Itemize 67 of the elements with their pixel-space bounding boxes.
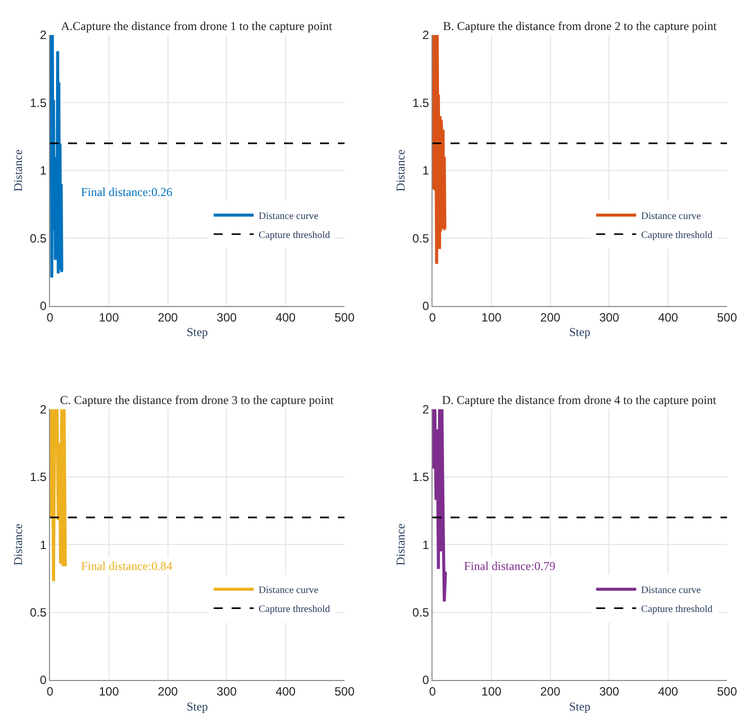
x-tick-label: 100 <box>481 684 502 698</box>
legend-label: Capture threshold <box>641 604 713 616</box>
legend-label: Capture threshold <box>258 230 330 242</box>
y-tick-label: 1 <box>40 164 47 178</box>
line-series <box>50 409 67 583</box>
y-tick-label: 1.5 <box>412 470 430 484</box>
legend-label: Distance curve <box>641 585 702 596</box>
x-tick-label: 400 <box>658 684 678 698</box>
x-axis-title: Step <box>186 325 208 340</box>
y-tick-label: 1.5 <box>30 470 47 484</box>
y-axis-title: Distance <box>11 524 26 566</box>
y-tick-label: 1.5 <box>30 96 47 110</box>
y-tick-label: 0.5 <box>412 231 430 246</box>
y-tick-label: 0 <box>40 299 47 314</box>
y-tick-label: 0 <box>40 673 47 688</box>
y-tick-label: 1.5 <box>412 96 430 110</box>
y-tick-label: 1 <box>422 538 430 552</box>
chart-title: C. Capture the distance from drone 3 to the capture point <box>60 393 334 407</box>
annotation: Final distance:0.79 <box>464 559 556 573</box>
x-tick-label: 100 <box>98 684 120 698</box>
annotation: Final distance:0.84 <box>81 559 172 573</box>
chart-title: A.Capture the distance from drone 1 to the capture point <box>61 19 333 33</box>
x-tick-label: 400 <box>276 310 296 324</box>
y-tick-label: 2 <box>422 28 430 42</box>
y-tick-label: 0 <box>422 673 430 688</box>
x-tick-label: 200 <box>540 310 561 324</box>
legend-label: Distance curve <box>258 211 319 222</box>
x-tick-label: 300 <box>599 310 620 324</box>
y-tick-label: 2 <box>422 402 430 416</box>
legend-label: Distance curve <box>641 211 702 222</box>
x-tick-label: 100 <box>98 310 120 324</box>
y-tick-label: 1 <box>40 538 47 552</box>
x-axis-title: Step <box>569 325 590 340</box>
y-tick-label: 2 <box>40 28 47 42</box>
x-tick-label: 400 <box>658 310 678 324</box>
x-axis-title: Step <box>186 699 208 714</box>
y-tick-label: 0.5 <box>30 231 47 246</box>
legend-label: Distance curve <box>258 585 319 596</box>
line-series <box>432 35 447 266</box>
y-axis-title: Distance <box>11 149 26 192</box>
y-axis-title: Distance <box>394 524 408 566</box>
x-tick-label: 500 <box>334 684 355 698</box>
y-tick-label: 0 <box>422 299 430 314</box>
x-tick-label: 300 <box>216 310 238 324</box>
chart-title: D. Capture the distance from drone 4 to the capture point <box>442 393 717 407</box>
y-tick-label: 2 <box>40 402 47 416</box>
y-tick-label: 1 <box>422 164 430 178</box>
annotation: Final distance:0.26 <box>81 185 172 199</box>
x-tick-label: 200 <box>158 684 178 698</box>
x-tick-label: 500 <box>716 310 738 324</box>
x-tick-label: 500 <box>716 684 738 698</box>
legend-label: Capture threshold <box>258 604 330 616</box>
line-series <box>432 409 448 603</box>
x-tick-label: 200 <box>540 684 561 698</box>
x-tick-label: 300 <box>216 684 238 698</box>
y-tick-label: 0.5 <box>30 605 47 620</box>
line-series <box>50 35 64 279</box>
x-axis-title: Step <box>569 699 590 714</box>
chart-title: B. Capture the distance from drone 2 to the capture point <box>443 19 718 33</box>
x-tick-label: 200 <box>158 310 178 324</box>
x-tick-label: 300 <box>599 684 620 698</box>
x-tick-label: 500 <box>334 310 355 324</box>
y-axis-title: Distance <box>394 149 408 192</box>
x-tick-label: 400 <box>276 684 296 698</box>
legend-label: Capture threshold <box>641 230 713 242</box>
y-tick-label: 0.5 <box>412 605 430 620</box>
x-tick-label: 100 <box>481 310 502 324</box>
